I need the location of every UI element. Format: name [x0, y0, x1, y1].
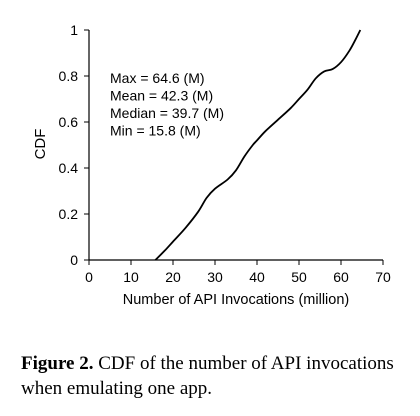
y-tick-label: 0.4 [59, 160, 79, 176]
y-axis-ticks: 0 0.2 0.4 0.6 0.8 1 [59, 22, 89, 268]
annotation-text: Median = 39.7 (M) [110, 105, 224, 121]
figure-caption: Figure 2. CDF of the number of API invoc… [21, 351, 411, 401]
x-axis-ticks: 0 10 20 30 40 50 60 70 [85, 260, 391, 285]
y-axis-label: CDF [32, 129, 49, 160]
x-tick-label: 50 [291, 269, 307, 285]
y-tick-label: 0.6 [59, 114, 79, 130]
x-tick-label: 60 [333, 269, 349, 285]
series-layer [154, 29, 362, 261]
y-tick-label: 0 [70, 252, 78, 268]
annotation-text: Min = 15.8 (M) [110, 123, 201, 139]
stats-annotations: Max = 64.6 (M) Mean = 42.3 (M)Median = 39… [110, 70, 224, 139]
x-tick-label: 70 [375, 269, 391, 285]
y-tick-label: 0.2 [59, 206, 79, 222]
y-tick-label: 0.8 [59, 68, 79, 84]
x-tick-label: 40 [249, 269, 265, 285]
x-tick-label: 20 [165, 269, 181, 285]
x-tick-label: 0 [85, 269, 93, 285]
x-tick-label: 10 [123, 269, 139, 285]
cdf-line [154, 29, 362, 261]
caption-label: Figure 2. [21, 353, 94, 374]
annotation-text: Mean = 42.3 (M) [110, 88, 213, 104]
x-tick-label: 30 [207, 269, 223, 285]
y-tick-label: 1 [70, 22, 78, 38]
x-axis-label: Number of API Invocations (million) [123, 292, 349, 308]
caption-text: CDF of the number of API invocations whe… [21, 353, 394, 399]
annotation-text: Max = 64.6 (M) [110, 70, 205, 86]
axes [88, 30, 383, 261]
